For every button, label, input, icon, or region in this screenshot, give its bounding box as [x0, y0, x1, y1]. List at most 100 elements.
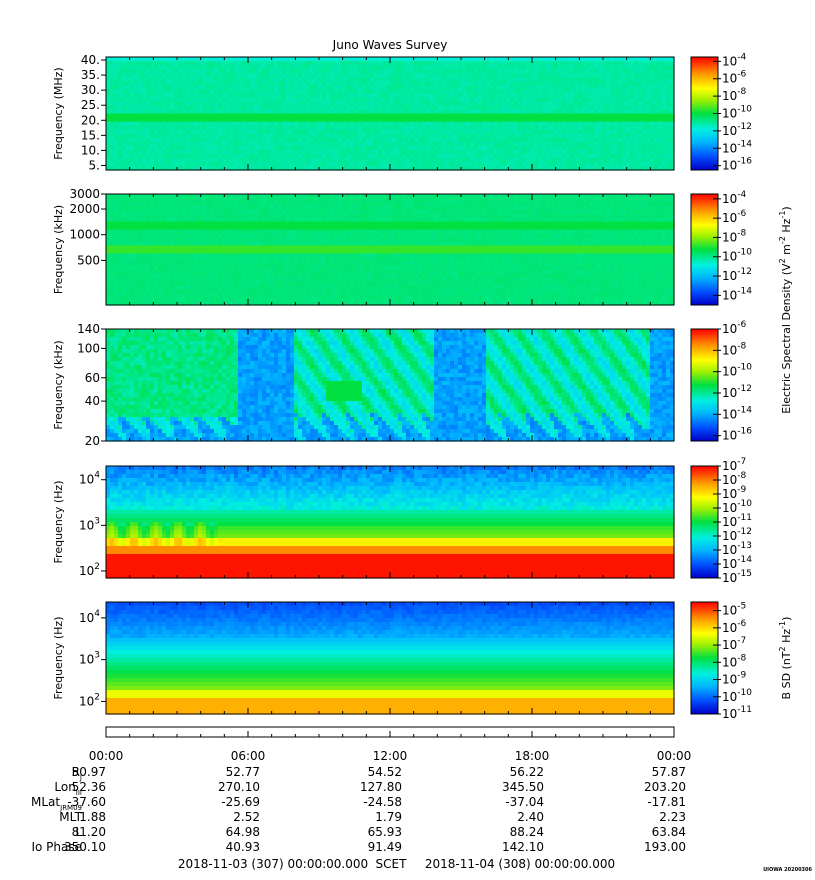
heatmap-cell — [522, 69, 527, 74]
heatmap-cell — [602, 149, 607, 155]
heatmap-cell — [158, 253, 163, 259]
heatmap-cell — [222, 277, 227, 282]
heatmap-cell — [118, 194, 123, 199]
heatmap-cell — [158, 125, 163, 131]
heatmap-cell — [150, 205, 155, 211]
heatmap-cell — [134, 245, 139, 251]
heatmap-cell — [534, 65, 539, 70]
heatmap-cell — [410, 133, 415, 139]
heatmap-cell — [206, 297, 211, 302]
heatmap-cell — [214, 197, 219, 203]
heatmap-cell — [226, 209, 231, 215]
heatmap-cell — [478, 61, 483, 66]
heatmap-cell — [234, 105, 239, 111]
heatmap-cell — [298, 145, 303, 151]
heatmap-cell — [146, 153, 151, 159]
heatmap-cell — [210, 61, 215, 66]
heatmap-cell — [226, 101, 231, 107]
heatmap-cell — [582, 81, 587, 86]
heatmap-cell — [194, 153, 199, 159]
heatmap-cell — [158, 69, 163, 74]
heatmap-cell — [362, 141, 367, 147]
heatmap-cell — [586, 145, 591, 151]
heatmap-cell — [670, 69, 675, 74]
heatmap-cell — [114, 194, 119, 199]
heatmap-cell — [362, 101, 367, 107]
heatmap-cell — [622, 153, 627, 159]
heatmap-cell — [218, 241, 223, 247]
heatmap-cell — [502, 141, 507, 147]
heatmap-cell — [142, 85, 147, 90]
heatmap-cell — [558, 161, 563, 167]
heatmap-cell — [190, 77, 195, 82]
heatmap-cell — [658, 153, 663, 159]
heatmap-cell — [290, 161, 295, 167]
heatmap-cell — [198, 297, 203, 302]
heatmap-cell — [162, 273, 167, 278]
heatmap-cell — [198, 257, 203, 262]
heatmap-cell — [134, 253, 139, 259]
heatmap-cell — [606, 73, 611, 78]
heatmap-cell — [418, 109, 423, 115]
y-axis-label: Frequency (MHz) — [52, 67, 65, 159]
heatmap-cell — [586, 85, 591, 90]
heatmap-cell — [118, 133, 123, 139]
heatmap-cell — [394, 77, 399, 82]
heatmap-cell — [622, 101, 627, 107]
heatmap-cell — [570, 105, 575, 111]
heatmap-cell — [542, 129, 547, 135]
heatmap-cell — [622, 85, 627, 90]
heatmap-cell — [618, 149, 623, 155]
heatmap-cell — [618, 165, 623, 171]
heatmap-cell — [166, 133, 171, 139]
heatmap-cell — [222, 153, 227, 159]
heatmap-cell — [406, 133, 411, 139]
heatmap-cell — [170, 289, 175, 294]
heatmap-cell — [606, 97, 611, 102]
heatmap-cell — [470, 117, 475, 123]
heatmap-cell — [574, 125, 579, 131]
heatmap-cell — [298, 129, 303, 135]
heatmap-cell — [122, 209, 127, 215]
heatmap-cell — [158, 161, 163, 167]
heatmap-cell — [210, 281, 215, 286]
heatmap-cell — [414, 153, 419, 159]
heatmap-cell — [214, 217, 219, 223]
heatmap-cell — [154, 285, 159, 290]
heatmap-cell — [390, 73, 395, 78]
heatmap-cell — [474, 125, 479, 131]
heatmap-cell — [266, 125, 271, 131]
heatmap-cell — [610, 109, 615, 115]
heatmap-cell — [434, 57, 439, 62]
heatmap-cell — [578, 117, 583, 123]
heatmap-cell — [118, 201, 123, 207]
heatmap-cell — [370, 149, 375, 155]
heatmap-cell — [406, 125, 411, 131]
heatmap-cell — [450, 141, 455, 147]
heatmap-cell — [154, 81, 159, 86]
heatmap-cell — [118, 213, 123, 219]
heatmap-cell — [162, 117, 167, 123]
heatmap-cell — [262, 109, 267, 115]
heatmap-cell — [574, 153, 579, 159]
heatmap-cell — [174, 117, 179, 123]
heatmap-cell — [398, 145, 403, 151]
heatmap-cell — [186, 141, 191, 147]
heatmap-cell — [370, 105, 375, 111]
heatmap-cell — [134, 97, 139, 102]
heatmap-cell — [658, 141, 663, 147]
heatmap-cell — [170, 269, 175, 274]
heatmap-cell — [162, 97, 167, 102]
heatmap-cell — [394, 129, 399, 135]
heatmap-cell — [174, 133, 179, 139]
heatmap-cell — [474, 145, 479, 151]
heatmap-cell — [110, 261, 115, 266]
heatmap-cell — [282, 149, 287, 155]
heatmap-cell — [206, 301, 211, 306]
heatmap-cell — [202, 285, 207, 290]
heatmap-cell — [234, 217, 239, 223]
heatmap-cell — [110, 297, 115, 302]
heatmap-cell — [218, 297, 223, 302]
heatmap-cell — [350, 121, 355, 127]
heatmap-cell — [386, 57, 391, 62]
